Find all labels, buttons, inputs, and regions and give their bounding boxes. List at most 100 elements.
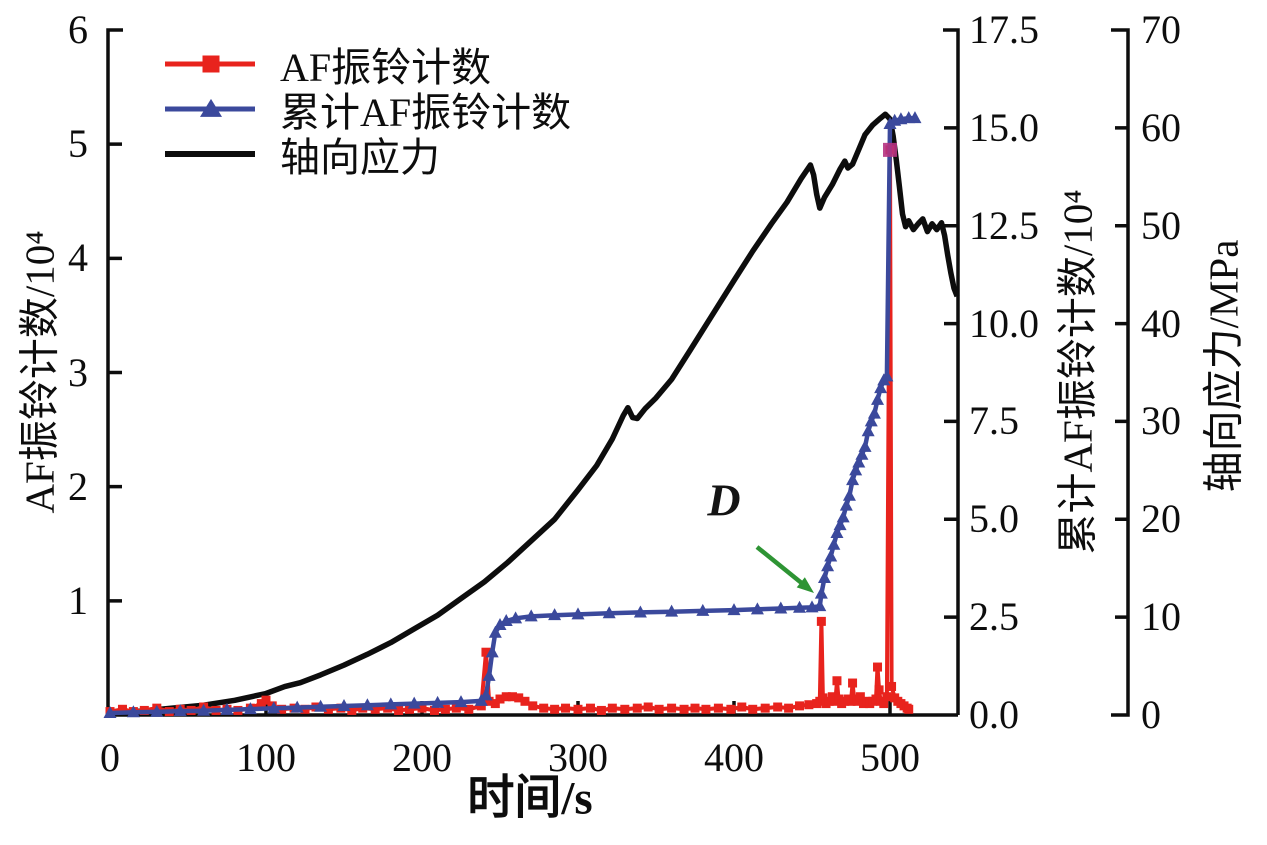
af-count-marker: [481, 647, 491, 657]
af-count-marker: [585, 703, 595, 713]
cumulative-marker: [524, 609, 538, 622]
left-tick-label: 1: [68, 577, 88, 623]
right1-tick-label: 2.5: [969, 594, 1019, 640]
cumulative-marker: [479, 688, 493, 701]
cumulative-marker: [814, 586, 828, 599]
af-count-marker: [451, 703, 461, 713]
af-count-marker: [904, 704, 914, 714]
af-count-marker: [832, 676, 842, 686]
annotation-arrow-head-icon: [796, 577, 814, 593]
af-count-marker: [550, 704, 560, 714]
af-count-marker: [760, 703, 770, 713]
cumulative-marker: [431, 695, 445, 708]
right1-tick-label: 5.0: [969, 496, 1019, 542]
right1-tick-label: 15.0: [969, 104, 1039, 150]
af-count-marker: [887, 681, 897, 691]
x-tick-label: 0: [100, 735, 120, 780]
legend-label-af-count: AF振铃计数: [280, 44, 492, 90]
left-tick-label: 2: [68, 463, 88, 509]
stress-line-icon: [163, 131, 258, 176]
af-count-marker: [539, 703, 549, 713]
cumulative-marker: [509, 611, 523, 624]
cumulative-marker: [908, 111, 922, 124]
af-count-marker: [440, 704, 450, 714]
x-tick-label: 300: [548, 735, 608, 780]
af-count-marker: [654, 704, 664, 714]
cumulative-marker: [852, 455, 866, 468]
left-tick-label: 6: [68, 7, 88, 52]
cumulative-marker: [290, 700, 304, 713]
af-count-marker: [490, 699, 500, 709]
af-count-marker: [514, 693, 524, 703]
cumulative-marker: [548, 608, 562, 621]
cumulative-marker: [842, 488, 856, 501]
cumulative-marker: [858, 439, 872, 452]
right1-axis-title: 累计AF振铃计数/10⁴: [1054, 189, 1101, 555]
right1-tick-label: 12.5: [969, 202, 1039, 248]
cumulative-marker: [488, 625, 502, 638]
af-count-marker: [690, 703, 700, 713]
af-count-marker: [607, 703, 617, 713]
cumulative-marker: [243, 702, 257, 715]
af-count-marker: [256, 699, 266, 709]
legend: AF振铃计数 累计AF振铃计数 轴向应力: [163, 41, 643, 180]
cumulative-marker: [849, 463, 863, 476]
af-count-marker: [713, 703, 723, 713]
right2-tick-label: 70: [1141, 7, 1181, 52]
right2-tick-label: 30: [1141, 398, 1181, 444]
cumulative-marker: [696, 603, 710, 616]
cumulative-marker: [267, 701, 281, 714]
cumulative-marker: [126, 705, 140, 718]
af-count-marker: [405, 704, 415, 714]
left-tick-label: 3: [68, 349, 88, 395]
cumulative-marker: [173, 704, 187, 717]
af-count-marker: [643, 702, 653, 712]
af-count-marker: [816, 616, 826, 626]
cumulative-marker: [874, 381, 888, 394]
legend-item-stress: 轴向应力: [163, 131, 643, 180]
af-count-marker: [394, 705, 404, 715]
x-tick-label: 100: [236, 735, 296, 780]
af-count-marker: [824, 696, 834, 706]
series-af-count-line: [109, 147, 910, 714]
cumulative-marker: [871, 392, 885, 405]
right1-tick-label: 17.5: [969, 7, 1039, 52]
af-count-marker: [834, 694, 844, 704]
right1-tick-label: 7.5: [969, 398, 1019, 444]
right2-tick-label: 40: [1141, 300, 1181, 346]
af-count-marker: [726, 704, 736, 714]
af-count-marker: [804, 700, 814, 710]
af-count-marker: [528, 701, 538, 711]
right2-tick-label: 0: [1141, 692, 1161, 737]
cumulative-marker: [220, 702, 234, 715]
cumulative-marker: [314, 699, 328, 712]
af-count-line-square-icon: [163, 41, 258, 86]
af-count-marker: [871, 694, 881, 704]
cumulative-marker: [846, 473, 860, 486]
stress-axis: [1111, 28, 1130, 717]
af-count-marker: [818, 693, 828, 703]
cumulative-marker: [485, 645, 499, 658]
af-count-marker: [795, 701, 805, 711]
af-count-peak-marker: [883, 142, 897, 157]
cumulative-marker: [360, 698, 374, 711]
af-count-marker: [347, 705, 357, 715]
af-count-marker: [507, 692, 517, 702]
right2-tick-label: 20: [1141, 496, 1181, 542]
af-count-marker: [748, 704, 758, 714]
cumulative-marker: [337, 698, 351, 711]
right2-axis-title: 轴向应力/MPa: [1200, 239, 1247, 493]
right1-tick-label: 0.0: [969, 692, 1019, 737]
af-count-marker: [784, 703, 794, 713]
af-count-marker: [417, 703, 427, 713]
legend-item-af-count: AF振铃计数: [163, 41, 643, 90]
af-count-marker: [827, 692, 837, 702]
cumulative-marker: [824, 549, 838, 562]
af-count-marker: [117, 704, 127, 714]
cumulative-line-triangle-icon: [163, 86, 258, 131]
x-tick-label: 500: [860, 735, 920, 780]
af-count-marker: [596, 705, 606, 715]
cumulative-marker: [813, 599, 827, 612]
